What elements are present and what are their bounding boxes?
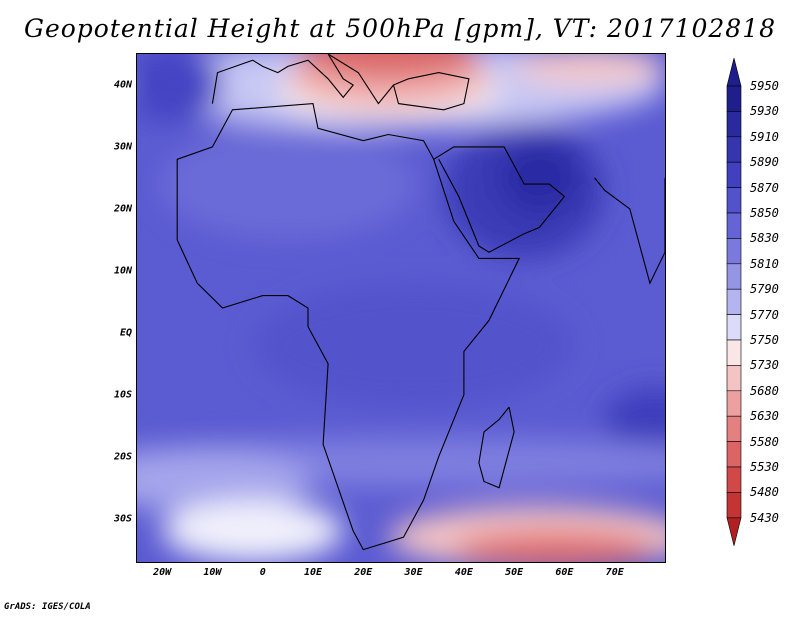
colorbar-cell <box>726 288 742 315</box>
colorbar-level-label: 5530 <box>750 460 779 474</box>
colorbar-level-label: 5930 <box>750 104 779 119</box>
coastline-europe <box>211 54 470 111</box>
colorbar-level-label: 5480 <box>750 485 779 500</box>
colorbar-cell <box>726 441 742 468</box>
colorbar-cell <box>726 136 742 163</box>
field-south-white <box>162 500 344 562</box>
colorbar-level-label: 5680 <box>750 383 779 398</box>
colorbar-level-label: 5810 <box>750 256 779 271</box>
height-contours <box>137 54 665 562</box>
lon-label-20e: 20E <box>354 567 373 578</box>
colorbar-top-arrow <box>726 58 742 87</box>
colorbar-cell <box>726 111 742 138</box>
colorbar-level-label: 5910 <box>750 129 779 144</box>
colorbar-level-label: 5630 <box>750 409 779 424</box>
field-south-atlantic-light <box>137 450 313 513</box>
lat-label-10s: 10S <box>113 389 132 401</box>
colorbar-level-label: 5890 <box>750 155 779 170</box>
colorbar-level-label: 5870 <box>750 180 779 195</box>
field-south-red <box>453 531 655 562</box>
lon-label-0: 0 <box>259 567 266 578</box>
field-nw-dark <box>137 54 223 123</box>
geopotential-height-map <box>137 54 665 562</box>
map-title: Geopotential Height at 500hPa [gpm], VT:… <box>23 14 777 43</box>
colorbar-cell <box>726 161 742 188</box>
colorbar-cell <box>726 390 742 417</box>
field-arabian-core <box>499 140 580 216</box>
coastlines <box>176 54 665 551</box>
colorbar-cell <box>726 365 742 392</box>
colorbar-cell <box>726 415 742 442</box>
field-sahara <box>157 128 419 240</box>
colorbar-level-label: 5770 <box>750 307 779 322</box>
colorbar-level-label: 5850 <box>750 206 779 220</box>
lon-label-30e: 30E <box>404 567 423 578</box>
lon-label-40e: 40E <box>454 567 473 578</box>
colorbar-level-label: 5580 <box>750 434 779 449</box>
lat-label-10n: 10N <box>113 265 132 277</box>
colorbar-level-label: 5750 <box>750 333 779 347</box>
lon-label-10e: 10E <box>303 567 323 578</box>
lon-label-60e: 60E <box>555 567 574 578</box>
lon-label-50e: 50E <box>505 567 524 578</box>
colorbar <box>726 58 742 546</box>
colorbar-cell <box>726 187 742 214</box>
colorbar-cell <box>726 238 742 265</box>
lon-label-10w: 10W <box>203 567 222 578</box>
coastline-africa <box>176 103 521 551</box>
colorbar-level-label: 5950 <box>750 79 779 93</box>
lat-label-20s: 20S <box>113 451 132 463</box>
colorbar-level-label: 5830 <box>750 231 779 246</box>
coastline-madagascar <box>478 406 515 489</box>
colorbar-cell <box>726 466 742 493</box>
colorbar-cell <box>726 492 742 519</box>
colorbar-cell <box>726 212 742 239</box>
lat-label-30s: 30S <box>113 513 132 525</box>
colorbar-level-label: 5430 <box>750 510 779 525</box>
field-ne-pink <box>514 54 665 85</box>
colorbar-cell <box>726 339 742 366</box>
coastline-india <box>594 177 665 285</box>
field-north-red <box>297 54 479 79</box>
lat-label-40n: 40N <box>113 79 132 91</box>
colorbar-level-label: 5730 <box>750 358 779 373</box>
map-plot-area <box>136 53 666 563</box>
lat-label-20n: 20N <box>113 203 132 215</box>
lon-label-70e: 70E <box>605 567 624 578</box>
colorbar-bottom-arrow <box>726 517 742 546</box>
colorbar-cell <box>726 263 742 290</box>
field-indian-ocean-east <box>604 388 665 451</box>
lon-label-20w: 20W <box>153 567 172 578</box>
lat-label-30n: 30N <box>113 141 132 153</box>
coastline-arabia <box>433 146 566 253</box>
colorbar-cell <box>726 85 742 112</box>
grads-credit: GrADS: IGES/COLA <box>4 602 91 612</box>
field-equatorial-ocean <box>252 283 575 408</box>
lat-label-eq: EQ <box>119 327 132 339</box>
colorbar-cell <box>726 314 742 341</box>
colorbar-level-label: 5790 <box>750 282 779 297</box>
